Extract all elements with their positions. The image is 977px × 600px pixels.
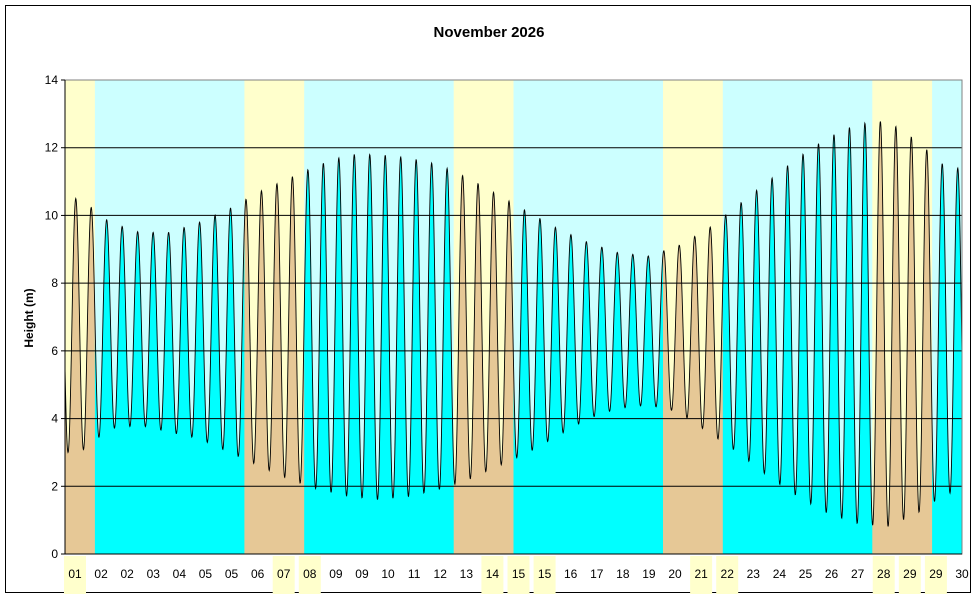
x-tick-label: 16 [564,567,578,581]
x-tick-label: 05 [199,567,213,581]
x-tick-label: 30 [955,567,969,581]
y-axis-label: Height (m) [22,288,36,347]
weekend-tick-highlight [924,556,947,594]
weekend-tick-highlight [898,556,921,594]
y-tick-label: 6 [51,344,58,358]
weekend-tick-highlight [272,556,295,594]
axes [64,79,963,555]
x-tick-label: 29 [903,567,917,581]
x-tick-label: 19 [642,567,656,581]
x-tick-label: 08 [303,567,317,581]
weekend-tick-highlight [298,556,321,594]
weekend-tick-highlight [716,556,739,594]
y-tick-label: 4 [51,412,58,426]
weekend-tick-highlight [872,556,895,594]
x-tick-label: 12 [434,567,448,581]
x-tick-label: 01 [68,567,82,581]
x-tick-label: 14 [486,567,500,581]
x-tick-label: 22 [721,567,735,581]
x-tick-label: 07 [277,567,291,581]
x-tick-label: 09 [329,567,343,581]
x-tick-label: 28 [877,567,891,581]
chart-title: November 2026 [434,24,545,41]
weekend-tick-highlight [481,556,504,594]
x-tick-label: 05 [225,567,239,581]
weekend-tick-highlight [507,556,530,594]
x-tick-label: 10 [381,567,395,581]
weekend-tick-highlight [533,556,556,594]
y-tick-label: 2 [51,479,58,493]
x-tick-label: 26 [825,567,839,581]
x-tick-label: 27 [851,567,865,581]
x-tick-label: 21 [694,567,708,581]
x-tick-label: 25 [799,567,813,581]
x-tick-label: 20 [668,567,682,581]
y-tick-label: 12 [45,141,59,155]
x-tick-label: 29 [929,567,943,581]
tide-line-group [64,121,963,527]
x-tick-label: 24 [773,567,787,581]
x-tick-label: 02 [94,567,108,581]
x-tick-label: 23 [747,567,761,581]
x-tick-label: 09 [355,567,369,581]
y-tick-label: 8 [51,276,58,290]
x-tick-label: 17 [590,567,604,581]
x-tick-label: 13 [460,567,474,581]
y-tick-label: 14 [45,73,59,87]
x-tick-labels: 01 02 02 03 04 05 05 06 07 08 09 09 10 11 12 13 14 15 15 16… [64,556,969,594]
chart-frame: November 2026 Height (m) 0 2 4 6 8 10 12 14 01 0… [5,5,971,594]
x-tick-label: 04 [173,567,187,581]
x-tick-label: 11 [408,567,421,581]
weekend-tick-highlight [64,556,86,594]
x-tick-label: 02 [120,567,134,581]
y-tick-label: 10 [45,208,59,222]
x-tick-label: 06 [251,567,265,581]
tide-line [64,121,963,527]
x-tick-label: 15 [512,567,526,581]
y-tick-labels: 0 2 4 6 8 10 12 14 [45,73,65,561]
x-tick-label: 03 [147,567,161,581]
x-tick-label: 15 [538,567,552,581]
weekend-tick-highlight [690,556,713,594]
x-tick-label: 18 [616,567,630,581]
y-tick-label: 0 [51,547,58,561]
